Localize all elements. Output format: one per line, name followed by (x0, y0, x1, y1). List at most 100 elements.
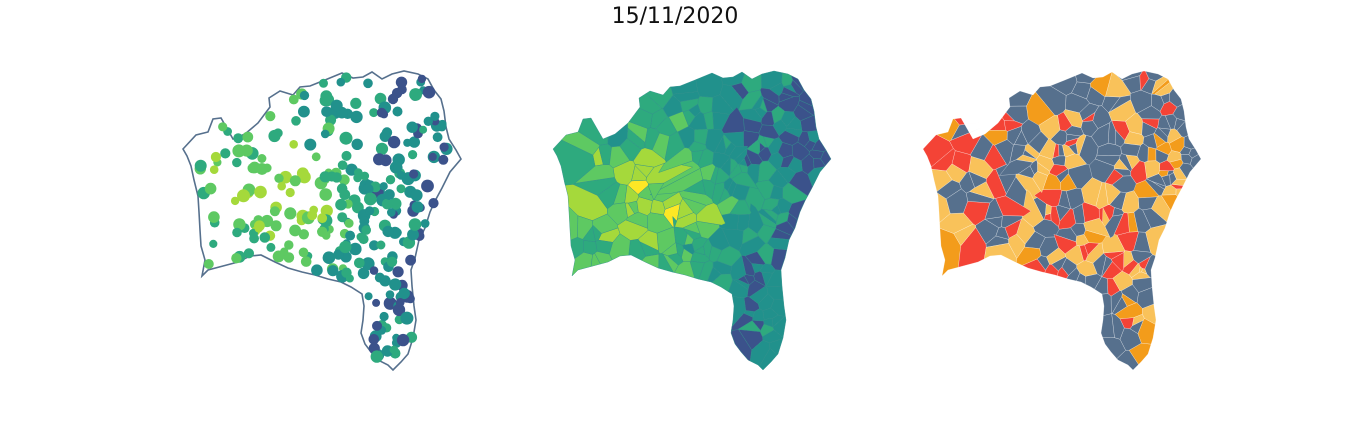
municipality-cell (780, 154, 795, 168)
municipality-cell (1173, 167, 1187, 180)
municipality-point (392, 106, 403, 117)
municipality-point (384, 189, 395, 200)
municipality-point (299, 90, 310, 101)
municipality-cell (1039, 137, 1056, 160)
municipality-cell (981, 117, 1006, 131)
municipality-point (387, 93, 399, 105)
municipality-point (345, 230, 356, 241)
municipality-point (363, 78, 373, 89)
municipality-point (218, 122, 228, 132)
municipality-cell (1107, 120, 1116, 145)
municipality-point (247, 163, 258, 174)
municipality-cell (1101, 293, 1112, 316)
municipality-point (376, 240, 386, 250)
municipality-point (204, 182, 217, 195)
municipality-cell (1022, 149, 1037, 160)
municipality-point (289, 140, 298, 149)
municipality-cell (1058, 208, 1076, 230)
municipality-cell (1154, 82, 1174, 97)
municipality-point (396, 333, 410, 347)
municipality-cell (1046, 247, 1066, 265)
municipality-cell (953, 223, 976, 246)
municipality-point (289, 224, 301, 237)
municipality-point (423, 116, 433, 127)
municipality-point (232, 227, 242, 238)
municipality-cell (707, 266, 722, 283)
municipality-cell (922, 134, 954, 168)
municipality-point (364, 292, 373, 301)
municipality-cell (946, 188, 968, 214)
municipality-point (320, 129, 330, 139)
municipality-point (405, 254, 416, 266)
municipality-cell (1152, 181, 1167, 190)
municipality-point (255, 163, 268, 175)
municipality-cell (751, 94, 764, 110)
municipality-point (395, 76, 408, 89)
municipality-point (233, 133, 244, 144)
municipality-cell (931, 169, 953, 192)
municipality-point (309, 205, 318, 215)
municipality-cell (625, 202, 635, 218)
municipality-point (317, 213, 328, 224)
municipality-cell (628, 107, 653, 129)
municipality-cell (936, 118, 960, 142)
municipality-cell (1161, 174, 1171, 187)
municipality-cell (995, 226, 1010, 240)
municipality-point (350, 97, 362, 109)
municipality-point (304, 138, 317, 151)
municipality-point (396, 171, 406, 180)
municipality-point (298, 247, 309, 258)
municipality-point (408, 218, 422, 231)
municipality-point (382, 225, 394, 238)
municipality-cell (721, 106, 745, 134)
municipality-point (336, 77, 346, 87)
municipality-cell (1108, 95, 1131, 113)
municipality-point (420, 219, 430, 228)
municipality-cell (1132, 277, 1153, 293)
municipality-point (408, 150, 418, 160)
municipality-point (350, 110, 363, 124)
risk-category-map (922, 70, 1202, 371)
municipality-point (208, 211, 220, 223)
municipality-point (354, 257, 365, 269)
municipality-point (300, 256, 312, 267)
municipality-cell (766, 269, 783, 287)
municipality-point (406, 121, 418, 133)
municipality-point (387, 135, 401, 149)
municipality-point (339, 240, 352, 254)
municipality-cell (697, 148, 714, 169)
municipality-point (392, 266, 404, 278)
municipality-cell (984, 243, 1017, 263)
municipality-point (372, 298, 381, 307)
municipality-point (374, 92, 387, 105)
municipality-cell (762, 307, 779, 320)
municipality-cell (677, 198, 694, 220)
municipality-point (387, 208, 396, 217)
municipality-cell (1139, 70, 1149, 91)
municipality-cell (594, 251, 613, 265)
municipality-point (353, 173, 362, 183)
municipality-point (269, 206, 280, 217)
municipality-point (311, 264, 323, 277)
municipality-cell (658, 253, 675, 273)
municipality-point (375, 142, 389, 155)
municipality-cell (1090, 71, 1113, 98)
municipality-point (321, 106, 332, 117)
municipality-point (319, 188, 332, 201)
municipality-cell (1083, 218, 1111, 238)
municipality-point (209, 165, 219, 174)
municipal-choropleth-map (552, 70, 832, 371)
municipality-point (317, 226, 328, 237)
municipality-cell (1092, 253, 1107, 277)
municipality-point (361, 257, 375, 271)
municipality-point (421, 179, 434, 193)
municipality-point (362, 183, 374, 195)
municipality-point (368, 334, 380, 345)
municipality-cell (1158, 127, 1171, 138)
municipality-cell (772, 119, 788, 136)
municipality-point (379, 311, 389, 322)
municipality-point (319, 78, 328, 88)
municipality-cell (763, 136, 775, 148)
municipality-cell (552, 139, 596, 186)
municipal-points-map (182, 70, 462, 372)
